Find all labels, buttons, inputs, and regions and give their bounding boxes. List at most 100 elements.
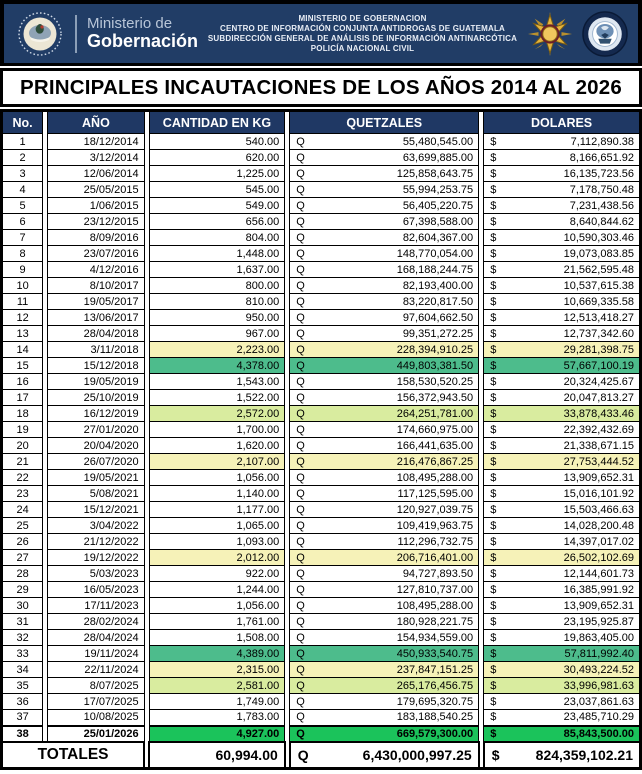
column-spacer — [42, 133, 48, 150]
column-spacer — [144, 181, 150, 198]
column-spacer — [284, 245, 290, 262]
cell-quetzales: Q 56,405,220.75 — [289, 197, 480, 214]
table-row: 34 22/11/2024 2,315.00 Q 237,847,151.25 $30,4… — [0, 661, 641, 678]
cell-dolares: $27,753,444.52 — [483, 453, 641, 470]
column-spacer — [284, 725, 290, 742]
column-spacer — [478, 293, 484, 310]
dollar-symbol: $ — [490, 167, 497, 180]
cell-date: 25/05/2015 — [47, 181, 145, 198]
cell-dolares: $23,037,861.63 — [483, 693, 641, 710]
column-spacer — [284, 613, 290, 630]
column-spacer — [144, 613, 150, 630]
cell-kg: 2,223.00 — [148, 341, 286, 358]
cell-dolares: $12,737,342.60 — [483, 325, 641, 342]
cell-quetzales: Q 156,372,943.50 — [289, 389, 480, 406]
cell-no: 9 — [0, 261, 44, 278]
cell-quetzales: Q 179,695,320.75 — [289, 693, 480, 710]
cell-kg: 1,093.00 — [148, 533, 286, 550]
cell-dolares: $20,047,813.27 — [483, 389, 641, 406]
cell-kg: 540.00 — [148, 133, 286, 150]
dollar-symbol: $ — [490, 487, 497, 500]
cell-no: 2 — [0, 149, 44, 166]
column-spacer — [144, 389, 150, 406]
column-spacer — [284, 309, 290, 326]
cell-date: 28/04/2024 — [47, 629, 145, 646]
cell-kg: 4,389.00 — [148, 645, 286, 662]
cell-no: 29 — [0, 581, 44, 598]
cell-date: 16/12/2019 — [47, 405, 145, 422]
column-spacer — [284, 485, 290, 502]
cell-no: 13 — [0, 325, 44, 342]
dollar-symbol: $ — [490, 423, 497, 436]
cell-dolares: $21,562,595.48 — [483, 261, 641, 278]
cell-dolares: $57,811,992.40 — [483, 645, 641, 662]
column-spacer — [284, 261, 290, 278]
column-spacer — [284, 693, 290, 710]
cell-no: 11 — [0, 293, 44, 310]
cell-no: 25 — [0, 517, 44, 534]
quetzal-symbol: Q — [296, 423, 305, 436]
dollar-symbol: $ — [490, 327, 497, 340]
cell-date: 19/12/2022 — [47, 549, 145, 566]
table-row: 35 8/07/2025 2,581.00 Q 265,176,456.75 $33,99… — [0, 677, 641, 694]
cell-quetzales: Q 264,251,781.00 — [289, 405, 480, 422]
cell-no: 24 — [0, 501, 44, 518]
cell-quetzales: Q 154,934,559.00 — [289, 629, 480, 646]
column-spacer — [478, 277, 484, 294]
quetzal-symbol: Q — [296, 167, 305, 180]
dollar-symbol: $ — [490, 567, 497, 580]
cell-quetzales: Q 158,530,520.25 — [289, 373, 480, 390]
dollar-symbol: $ — [490, 455, 497, 468]
cell-kg: 2,315.00 — [148, 661, 286, 678]
cell-dolares: $23,485,710.29 — [483, 709, 641, 726]
column-spacer — [478, 181, 484, 198]
cell-dolares: $85,843,500.00 — [483, 724, 641, 743]
cell-date: 19/05/2021 — [47, 469, 145, 486]
quetzal-symbol: Q — [296, 199, 305, 212]
dollar-symbol: $ — [490, 407, 497, 420]
column-spacer — [144, 581, 150, 598]
table-row: 9 4/12/2016 1,637.00 Q 168,188,244.75 $21,562… — [0, 261, 641, 278]
cell-kg: 545.00 — [148, 181, 286, 198]
cell-kg: 1,761.00 — [148, 613, 286, 630]
column-spacer — [284, 357, 290, 374]
cell-dolares: $16,135,723.56 — [483, 165, 641, 182]
column-spacer — [42, 341, 48, 358]
cell-no: 23 — [0, 485, 44, 502]
column-spacer — [478, 197, 484, 214]
column-spacer — [144, 229, 150, 246]
dollar-symbol: $ — [490, 263, 497, 276]
cell-no: 4 — [0, 181, 44, 198]
table-row: 12 13/06/2017 950.00 Q 97,604,662.50 $12,513,… — [0, 309, 641, 326]
cell-dolares: $10,537,615.38 — [483, 277, 641, 294]
dollar-symbol: $ — [490, 615, 497, 628]
quetzal-symbol: Q — [296, 615, 305, 628]
col-header-cantidad: CANTIDAD EN KG — [148, 110, 286, 134]
cell-kg: 922.00 — [148, 565, 286, 582]
cell-kg: 2,572.00 — [148, 405, 286, 422]
table-row: 31 28/02/2024 1,761.00 Q 180,928,221.75 $23,1… — [0, 613, 641, 630]
column-spacer — [144, 629, 150, 646]
quetzal-symbol: Q — [296, 679, 305, 692]
column-spacer — [284, 373, 290, 390]
column-spacer — [42, 325, 48, 342]
column-spacer — [42, 501, 48, 518]
cell-dolares: $29,281,398.75 — [483, 341, 641, 358]
table-row: 26 21/12/2022 1,093.00 Q 112,296,732.75 $14,3… — [0, 533, 641, 550]
column-spacer — [478, 485, 484, 502]
table-row: 6 23/12/2015 656.00 Q 67,398,588.00 $8,640,84… — [0, 213, 641, 230]
cell-date: 21/12/2022 — [47, 533, 145, 550]
table-row: 32 28/04/2024 1,508.00 Q 154,934,559.00 $19,8… — [0, 629, 641, 646]
cell-no: 28 — [0, 565, 44, 582]
column-spacer — [42, 421, 48, 438]
cell-quetzales: Q 148,770,054.00 — [289, 245, 480, 262]
cell-date: 18/12/2014 — [47, 133, 145, 150]
column-spacer — [42, 581, 48, 598]
column-spacer — [144, 149, 150, 166]
column-spacer — [478, 661, 484, 678]
column-spacer — [144, 501, 150, 518]
cell-dolares: $21,338,671.15 — [483, 437, 641, 454]
guatemala-seal-icon — [17, 10, 63, 57]
table-row: 17 25/10/2019 1,522.00 Q 156,372,943.50 $20,0… — [0, 389, 641, 406]
cell-quetzales: Q 206,716,401.00 — [289, 549, 480, 566]
